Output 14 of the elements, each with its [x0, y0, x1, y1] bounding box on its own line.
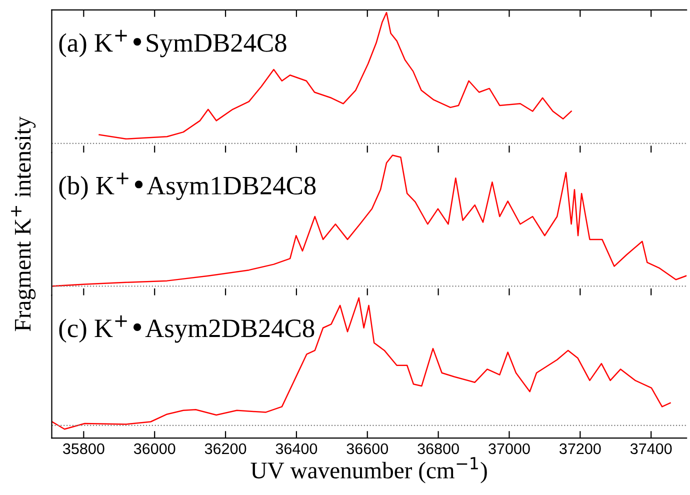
x-tick-label: 36200 [204, 443, 246, 454]
x-tick-label: 37200 [560, 443, 601, 454]
x-tick-label: 36000 [134, 443, 176, 454]
y-axis-title: Fragment K$^{+}$ intensity [11, 116, 36, 332]
annotation: (c) K$^{+}$•Asym2DB24C8 [59, 315, 314, 343]
x-tick-label: 36600 [346, 443, 388, 454]
x-axis-title: UV wavenumber (cm$^{−1}$) [250, 457, 487, 484]
x-tick-label: 37400 [630, 443, 672, 454]
x-tick-label: 36800 [418, 443, 459, 454]
annotation: (b) K$^{+}$•Asym1DB24C8 [59, 172, 316, 200]
annotation: (a) K$^{+}$•SymDB24C8 [59, 30, 286, 58]
x-tick-label: 36400 [276, 443, 318, 454]
x-tick-label: 35800 [63, 443, 104, 454]
x-tick-label: 37000 [488, 443, 530, 454]
